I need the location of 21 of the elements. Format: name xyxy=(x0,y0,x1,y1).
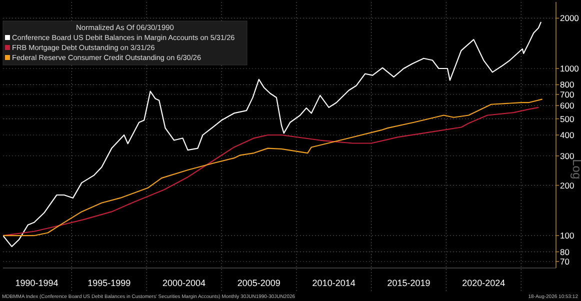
y-tick-label: 200 xyxy=(560,180,574,190)
y-tick-label: 500 xyxy=(560,114,574,124)
y-tick-label: 400 xyxy=(560,130,574,140)
x-tick-label: 2000-2004 xyxy=(162,278,206,288)
y-tick-label: 100 xyxy=(560,230,574,241)
line-series xyxy=(3,21,542,248)
y-tick-label: 600 xyxy=(560,100,574,111)
y-tick-label: 70 xyxy=(560,256,570,266)
y-tick-label: 1000 xyxy=(560,63,580,74)
y-tick-label: 700 xyxy=(560,89,574,100)
x-tick-label: 1995-1999 xyxy=(88,278,131,288)
y-axis-title: Log xyxy=(570,159,581,180)
y-tick-label: 2000 xyxy=(560,13,580,24)
y-tick-label: 800 xyxy=(560,80,574,90)
x-tick-label: 2010-2014 xyxy=(312,278,356,288)
x-tick-label: 2005-2009 xyxy=(237,278,280,288)
x-tick-label: 2015-2019 xyxy=(387,278,430,288)
y-tick-label: 300 xyxy=(560,150,574,161)
y-tick-label: 80 xyxy=(560,246,570,257)
x-tick-label: 2020-2024 xyxy=(462,278,506,288)
x-tick-label: 1990-1994 xyxy=(15,278,58,288)
